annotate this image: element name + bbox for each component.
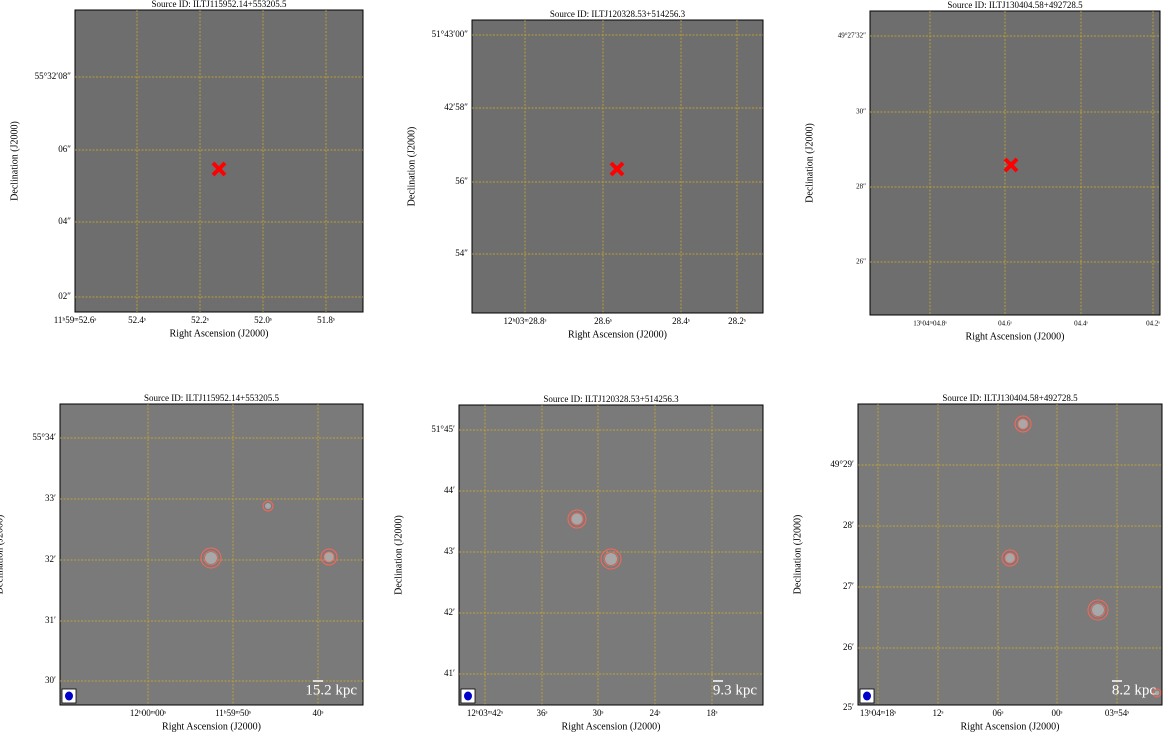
y-tick-label: 41′: [444, 668, 455, 678]
panel: 13ʰ04ᵐ18ˢ 12ˢ 06ˢ 00ˢ 03ᵐ54ˢ 49°29′ 28′ 27′ 26′ 2…: [792, 393, 1162, 732]
y-tick-label: 51°45′: [431, 424, 455, 434]
y-axis-label: Declination (J2000): [804, 123, 815, 203]
y-tick-label: 43′: [444, 546, 455, 556]
x-tick-label: 28.2ˢ: [728, 316, 746, 326]
x-tick-label: 12ʰ03ᵐ42ˢ: [467, 708, 503, 718]
figure: 11ʰ59ᵐ52.6ˢ 52.4ˢ 52.2ˢ 52.0ˢ 51.8ˢ 55°32′08″…: [0, 0, 1164, 747]
y-tick-label: 32′: [45, 554, 56, 564]
scale-label: 15.2 kpc: [305, 682, 357, 698]
x-axis-label: Right Ascension (J2000): [162, 721, 261, 732]
scale-label: 8.2 kpc: [1112, 682, 1157, 698]
x-tick-label: 11ʰ59ᵐ50ˢ: [215, 708, 251, 718]
x-tick-label: 12ʰ00ᵐ00ˢ: [130, 708, 166, 718]
y-axis-label: Declination (J2000): [393, 515, 404, 595]
x-tick-label: 36ˢ: [537, 708, 548, 718]
x-tick-label: 24ˢ: [650, 708, 661, 718]
y-tick-label: 28′: [843, 520, 854, 530]
panel: 11ʰ59ᵐ52.6ˢ 52.4ˢ 52.2ˢ 52.0ˢ 51.8ˢ 55°32′08″…: [9, 0, 363, 339]
beam: [464, 692, 472, 701]
x-tick-label: 40ˢ: [313, 708, 324, 718]
panel-title: Source ID: ILTJ120328.53+514256.3: [550, 9, 686, 19]
x-tick-label: 12ʰ03ᵐ28.8ˢ: [504, 316, 547, 326]
x-axis-label: Right Ascension (J2000): [562, 721, 661, 732]
y-tick-label: 25′: [843, 702, 854, 712]
x-axis-label: Right Ascension (J2000): [961, 721, 1060, 732]
y-axis-label: Declination (J2000): [0, 515, 5, 595]
y-tick-label: 27′: [843, 581, 854, 591]
x-axis-label: Right Ascension (J2000): [966, 331, 1065, 342]
x-tick-label: 13ʰ04ᵐ18ˢ: [860, 708, 896, 718]
y-tick-label: 44′: [444, 485, 455, 495]
y-tick-label: 55°34′: [32, 432, 56, 442]
panel: 12ʰ03ᵐ42ˢ 36ˢ 30ˢ 24ˢ 18ˢ 51°45′ 44′ 43′ 42′ 41′ S…: [393, 394, 763, 732]
scale-label: 9.3 kpc: [713, 682, 758, 698]
y-tick-label: 06″: [58, 144, 71, 154]
panel: 12ʰ00ᵐ00ˢ 11ʰ59ᵐ50ˢ 40ˢ 55°34′ 33′ 32′ 31′ 30′ S…: [0, 393, 363, 732]
x-tick-label: 52.0ˢ: [254, 315, 272, 325]
y-tick-label: 02″: [58, 291, 71, 301]
y-tick-label: 54″: [455, 248, 468, 258]
x-tick-label: 52.2ˢ: [191, 315, 209, 325]
panel-title: Source ID: ILTJ130404.58+492728.5: [947, 0, 1083, 10]
source-blob: [572, 514, 583, 525]
y-tick-label: 42′: [444, 607, 455, 617]
x-tick-label: 11ʰ59ᵐ52.6ˢ: [54, 315, 97, 325]
y-tick-label: 42′58″: [444, 102, 468, 112]
x-tick-label: 04.2ˢ: [1146, 320, 1160, 328]
y-tick-label: 49°27′32″: [838, 32, 866, 40]
x-tick-label: 04.4ˢ: [1074, 320, 1088, 328]
y-axis-label: Declination (J2000): [406, 127, 417, 207]
y-tick-label: 30′: [45, 675, 56, 685]
beam: [65, 692, 73, 701]
source-blob: [205, 552, 217, 564]
panel-title: Source ID: ILTJ130404.58+492728.5: [942, 393, 1078, 403]
y-tick-label: 56″: [455, 176, 468, 186]
panel: 13ʰ04ᵐ04.8ˢ 04.6ˢ 04.4ˢ 04.2ˢ 49°27′32″ 30″ 28…: [804, 0, 1160, 342]
x-tick-label: 30ˢ: [593, 708, 604, 718]
x-tick-label: 06ˢ: [993, 708, 1004, 718]
x-axis-label: Right Ascension (J2000): [170, 328, 269, 339]
panel-title: Source ID: ILTJ115952.14+553205.5: [144, 393, 279, 403]
sky-image: [75, 10, 363, 312]
y-tick-label: 28″: [856, 183, 866, 191]
beam: [863, 692, 871, 701]
y-tick-label: 55°32′08″: [35, 71, 72, 81]
panel-title: Source ID: ILTJ120328.53+514256.3: [543, 394, 679, 404]
y-tick-label: 30″: [856, 108, 866, 116]
x-axis-label: Right Ascension (J2000): [568, 329, 667, 340]
x-tick-label: 51.8ˢ: [317, 315, 335, 325]
y-tick-label: 26′: [843, 642, 854, 652]
y-tick-label: 31′: [45, 615, 56, 625]
panel-title: Source ID: ILTJ115952.14+553205.5: [152, 0, 287, 9]
x-tick-label: 28.4ˢ: [672, 316, 690, 326]
x-tick-label: 12ˢ: [933, 708, 944, 718]
y-tick-label: 49°29′: [830, 459, 854, 469]
source-blob: [605, 553, 617, 565]
y-tick-label: 33′: [45, 493, 56, 503]
source-blob: [1092, 604, 1104, 616]
y-tick-label: 26″: [856, 258, 866, 266]
y-tick-label: 04″: [58, 216, 71, 226]
x-tick-label: 13ʰ04ᵐ04.8ˢ: [913, 320, 947, 328]
x-tick-label: 52.4ˢ: [128, 315, 146, 325]
x-tick-label: 00ˢ: [1052, 708, 1063, 718]
x-tick-label: 04.6ˢ: [998, 320, 1012, 328]
x-tick-label: 28.6ˢ: [594, 316, 612, 326]
x-tick-label: 03ᵐ54ˢ: [1105, 708, 1129, 718]
y-axis-label: Declination (J2000): [9, 121, 20, 201]
source-blob: [265, 503, 271, 509]
x-tick-label: 18ˢ: [707, 708, 718, 718]
y-tick-label: 51°43′00″: [432, 29, 469, 39]
panel: 12ʰ03ᵐ28.8ˢ 28.6ˢ 28.4ˢ 28.2ˢ 51°43′00″ 42′58…: [406, 9, 763, 340]
y-axis-label: Declination (J2000): [792, 515, 803, 595]
